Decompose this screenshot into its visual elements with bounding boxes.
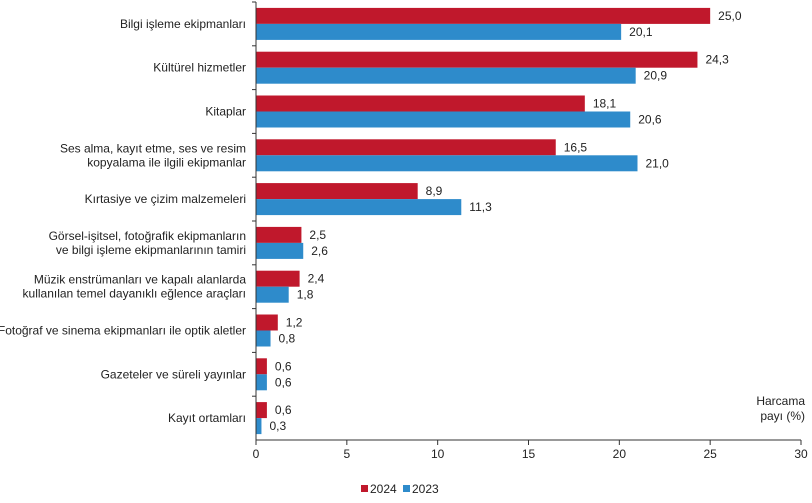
bar-2023 (256, 111, 631, 128)
bar-2024 (256, 183, 418, 200)
category-label: kullanılan temel dayanıklı eğlence araçl… (23, 287, 246, 301)
x-tick-label: 20 (613, 447, 627, 461)
category-label: Müzik enstrümanları ve kapalı alanlarda (34, 273, 246, 287)
x-tick-label: 5 (343, 447, 350, 461)
category-label: Ses alma, kayıt etme, ses ve resim (60, 141, 246, 155)
bar-2024 (256, 51, 698, 68)
data-label-2023: 0,6 (275, 375, 292, 389)
category-label: kopyalama ile ilgili ekipmanlar (87, 155, 246, 169)
bar-2023 (256, 374, 267, 391)
bar-2024 (256, 139, 556, 156)
x-tick-label: 30 (794, 447, 808, 461)
data-label-2023: 1,8 (297, 288, 314, 302)
data-label-2023: 2,6 (311, 244, 328, 258)
x-axis-label-line2: payı (%) (760, 409, 805, 423)
data-label-2024: 8,9 (426, 184, 443, 198)
bar-2024 (256, 95, 585, 112)
data-label-2023: 0,8 (279, 332, 296, 346)
category-label: Kırtasiye ve çizim malzemeleri (85, 192, 246, 206)
bar-2023 (256, 23, 622, 40)
category-label: Görsel-işitsel, fotoğrafik ekipmanların (49, 229, 246, 243)
category-label: Kültürel hizmetler (153, 61, 246, 75)
data-label-2023: 20,9 (644, 69, 668, 83)
category-label: Kayıt ortamları (168, 411, 246, 425)
data-label-2024: 25,0 (718, 9, 742, 23)
x-tick-label: 0 (253, 447, 260, 461)
data-label-2024: 24,3 (705, 53, 729, 67)
x-axis-label-line1: Harcama (756, 394, 805, 408)
x-tick-label: 15 (522, 447, 536, 461)
bar-2024 (256, 226, 302, 243)
bar-2023 (256, 242, 304, 259)
bar-2023 (256, 155, 638, 172)
data-label-2024: 2,4 (308, 272, 325, 286)
data-label-2023: 20,1 (629, 25, 653, 39)
bar-2024 (256, 314, 278, 331)
data-label-2023: 21,0 (646, 156, 670, 170)
data-label-2023: 20,6 (638, 113, 662, 127)
x-tick-label: 25 (703, 447, 717, 461)
data-label-2023: 0,3 (269, 419, 286, 433)
category-label: Bilgi işleme ekipmanları (120, 17, 246, 31)
data-label-2024: 18,1 (593, 97, 617, 111)
category-label: ve bilgi işleme ekipmanlarının tamiri (56, 243, 246, 257)
bar-2023 (256, 418, 262, 435)
category-label: Kitaplar (205, 105, 246, 119)
data-label-2024: 0,6 (275, 359, 292, 373)
bar-2023 (256, 330, 271, 347)
data-label-2024: 16,5 (564, 140, 588, 154)
data-label-2024: 2,5 (309, 228, 326, 242)
bar-2023 (256, 67, 636, 84)
bar-2024 (256, 402, 267, 419)
legend-swatch-2023 (403, 485, 410, 492)
bar-2024 (256, 358, 267, 375)
category-label: Gazeteler ve süreli yayınlar (101, 367, 246, 381)
bar-2023 (256, 199, 462, 216)
data-label-2023: 11,3 (469, 200, 492, 214)
data-label-2024: 0,6 (275, 403, 292, 417)
legend-swatch-2024 (361, 485, 368, 492)
bar-2024 (256, 7, 711, 24)
category-label: Fotoğraf ve sinema ekipmanları ile optik… (0, 324, 246, 338)
x-tick-label: 10 (431, 447, 445, 461)
bar-2023 (256, 286, 289, 303)
data-label-2024: 1,2 (286, 316, 303, 330)
legend-label-2023: 2023 (412, 482, 439, 496)
bar-2024 (256, 270, 300, 287)
legend-label-2024: 2024 (370, 482, 397, 496)
